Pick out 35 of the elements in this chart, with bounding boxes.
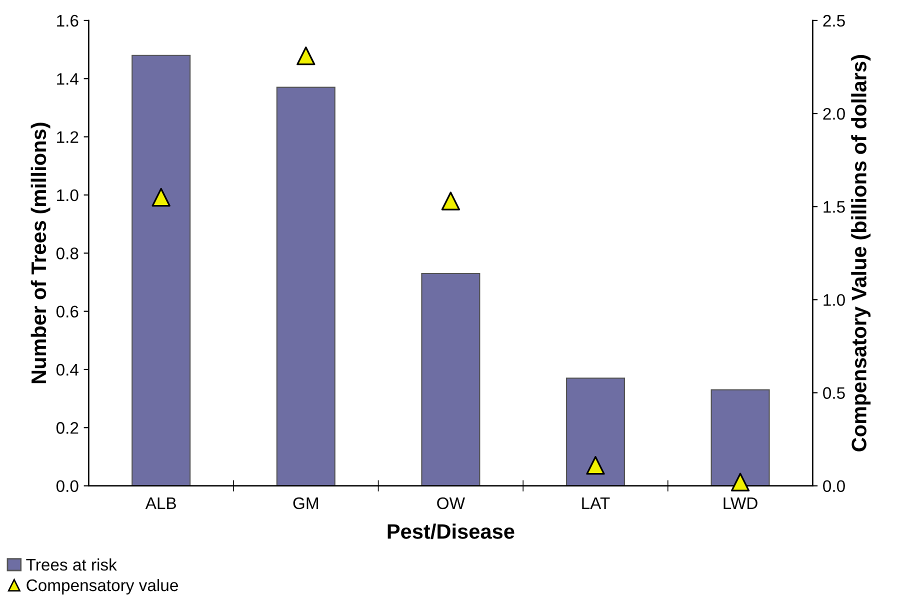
y-tick-label: 0.8: [56, 248, 78, 260]
point: [586, 456, 605, 475]
point: [730, 472, 750, 492]
x-tick-label: GM: [293, 497, 318, 510]
bar: [421, 272, 480, 486]
bar: [276, 86, 336, 486]
x-tick-label: LAT: [582, 498, 610, 510]
y-tick-label: 0.6: [56, 306, 78, 318]
y2-tick-label: 1.0: [824, 294, 845, 306]
y2-axis-title: Compensatory Value (billions of dollars): [851, 55, 871, 452]
point: [152, 188, 170, 207]
x-tick-label: OW: [437, 497, 465, 510]
legend-label: Trees at risk: [26, 558, 117, 571]
y-tick-label: 0.0: [56, 480, 78, 492]
x-tick-label: ALB: [145, 498, 176, 510]
y-tick-label: 0.4: [56, 364, 78, 376]
legend-label: Compensatory value: [26, 578, 178, 594]
point: [441, 192, 460, 210]
y2-tick-label: 0.5: [823, 387, 845, 399]
y2-tick-label: 2.0: [823, 108, 845, 120]
y-tick-label: 0.2: [56, 422, 78, 434]
y2-tick-label: 0.0: [823, 480, 845, 492]
point: [296, 46, 316, 66]
x-axis-title: Pest/Disease: [388, 524, 514, 540]
y-axis-title: Number of Trees (millions): [30, 122, 50, 384]
bar: [710, 389, 770, 486]
y-tick-label: 1.4: [57, 73, 78, 85]
bar: [566, 378, 626, 486]
y2-tick-label: 1.5: [824, 201, 845, 213]
bar: [132, 54, 191, 486]
x-tick-label: LWD: [724, 498, 758, 510]
y2-tick-label: 2.5: [823, 14, 845, 27]
y-tick-label: 1.6: [57, 14, 78, 27]
y-tick-label: 1.0: [57, 189, 78, 202]
y-tick-label: 1.2: [57, 131, 78, 143]
